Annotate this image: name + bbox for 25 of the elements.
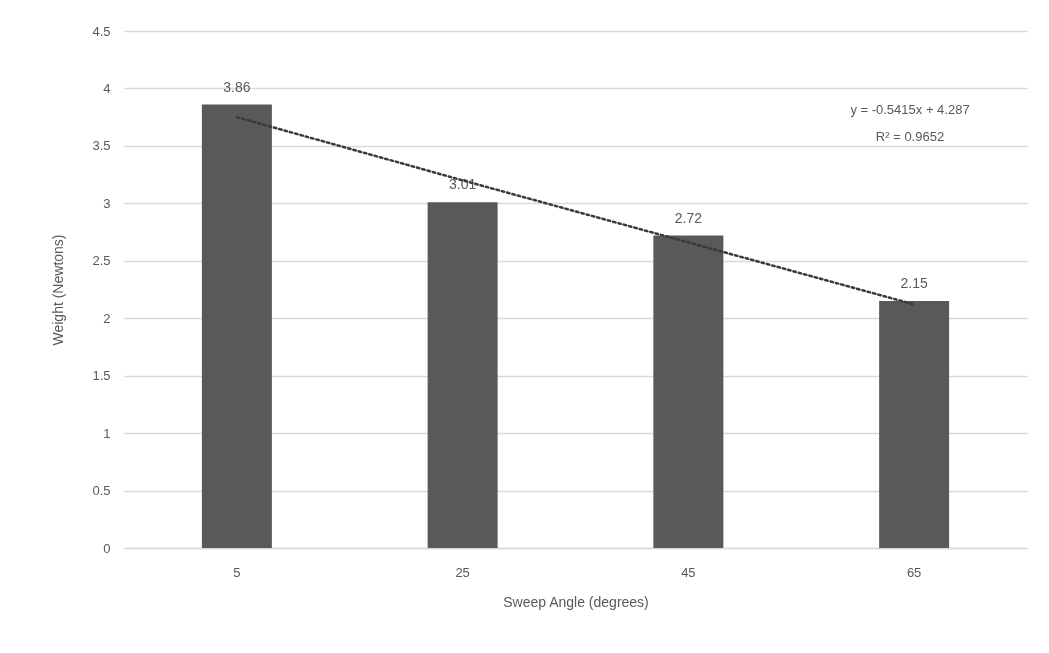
y-tick-label: 3 <box>103 195 111 211</box>
bar <box>427 202 498 548</box>
x-axis-title: Sweep Angle (degrees) <box>503 593 649 610</box>
bar <box>879 300 950 548</box>
y-tick-label: 1.5 <box>92 368 111 384</box>
bar <box>653 235 724 548</box>
x-tick-label: 45 <box>681 564 696 580</box>
x-tick-label: 65 <box>906 564 922 580</box>
data-label: 2.72 <box>674 209 703 226</box>
y-tick-label: 2.5 <box>92 253 111 269</box>
y-tick-label: 3.5 <box>92 138 111 154</box>
x-tick-label: 5 <box>233 564 241 580</box>
y-tick-label: 0.5 <box>92 483 111 499</box>
y-tick-label: 1 <box>103 425 111 441</box>
y-tick-label: 2 <box>103 310 111 326</box>
bar <box>201 104 272 548</box>
data-label: 3.86 <box>223 78 251 95</box>
x-tick-label: 25 <box>455 564 470 580</box>
y-tick-label: 4.5 <box>92 23 111 39</box>
annotation: y = -0.5415x + 4.287 <box>850 102 970 117</box>
y-tick-label: 4 <box>103 80 111 96</box>
annotation: R² = 0.9652 <box>875 129 945 144</box>
y-tick-label: 0 <box>103 540 111 556</box>
y-axis-title: Weight (Newtons) <box>50 234 67 346</box>
data-label: 2.15 <box>900 274 928 291</box>
